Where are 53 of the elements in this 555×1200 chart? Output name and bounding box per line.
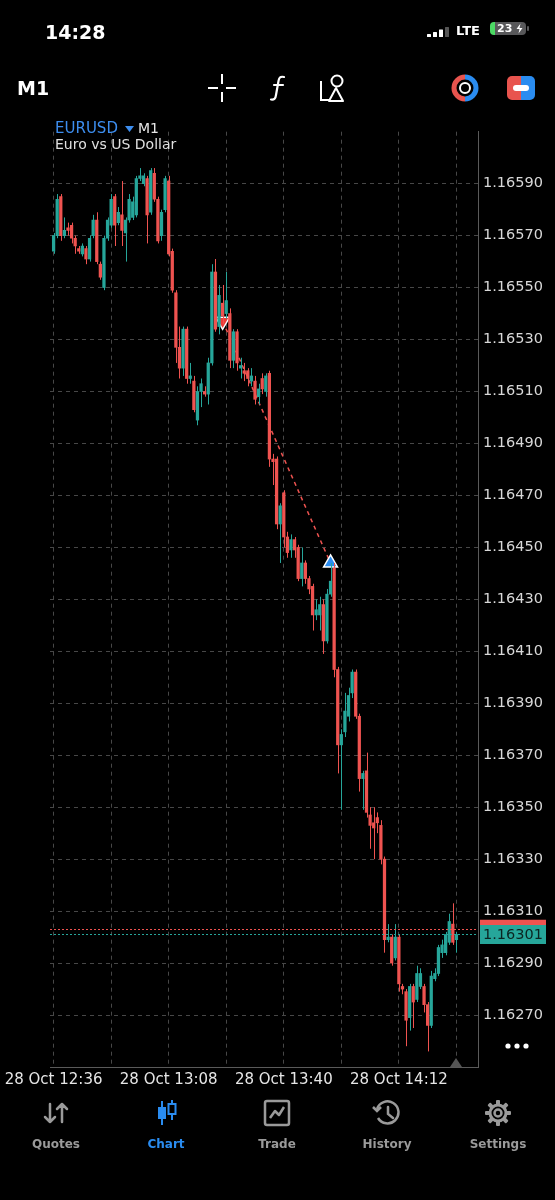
x-tick-label: 28 Oct 12:36: [4, 1069, 103, 1088]
y-tick-label: 1.16310: [483, 901, 543, 918]
text: Settings: [469, 1137, 527, 1151]
text: 14:28: [45, 21, 106, 43]
y-tick-label: 1.16550: [483, 278, 543, 295]
candlestick: [278, 502, 282, 564]
y-tick-label: 1.16390: [483, 694, 543, 711]
y-tick-label: 1.16450: [483, 538, 543, 555]
y-tick-label: 1.16330: [483, 849, 543, 866]
candlestick: [318, 596, 322, 632]
y-tick-label: 1.16350: [483, 797, 543, 814]
text: M1: [17, 77, 50, 99]
ref-line-label: 1.16301: [483, 926, 543, 943]
candlestick: [91, 214, 95, 239]
y-tick-label: 1.16530: [483, 330, 543, 347]
y-tick-label: 1.16490: [483, 434, 543, 451]
candlestick: [260, 372, 264, 395]
x-tick-label: 28 Oct 13:08: [119, 1069, 218, 1088]
candlestick: [372, 806, 376, 860]
y-tick-label: 1.16290: [483, 953, 543, 970]
chart-title: EURUSD: [55, 119, 118, 137]
text: LTE: [456, 23, 480, 38]
candlestick: [98, 261, 102, 281]
text: Trade: [258, 1137, 296, 1151]
x-tick-label: 28 Oct 14:12: [349, 1069, 448, 1088]
text: Quotes: [31, 1137, 81, 1151]
y-tick-label: 1.16270: [483, 1005, 543, 1022]
candlestick: [116, 206, 120, 226]
y-tick-label: 1.16430: [483, 590, 543, 607]
candlestick: [289, 533, 293, 559]
candlestick: [314, 598, 318, 621]
y-tick-label: 1.16370: [483, 746, 543, 762]
candlestick: [87, 235, 92, 263]
y-tick-label: 1.16590: [483, 174, 543, 191]
candlestick: [120, 180, 124, 247]
x-tick-label: 28 Oct 13:40: [234, 1069, 333, 1088]
candlestick: [411, 983, 415, 1029]
text: History: [362, 1137, 412, 1151]
text: Chart: [147, 1137, 185, 1151]
y-tick-label: 1.16410: [483, 642, 543, 659]
annotation: M1: [138, 120, 159, 136]
candlestick: [242, 362, 246, 382]
candlestick: [84, 245, 88, 265]
y-tick-label: 1.16510: [483, 382, 543, 399]
y-tick-label: 1.16470: [483, 486, 543, 503]
chart-subtitle: Euro vs US Dollar: [55, 136, 177, 152]
y-tick-label: 1.16570: [483, 226, 543, 243]
candlestick: [246, 367, 250, 387]
candlestick: [361, 770, 365, 811]
candlestick: [224, 271, 228, 320]
candlestick: [253, 375, 257, 405]
text: 23: [490, 22, 515, 35]
candlestick: [303, 559, 307, 585]
